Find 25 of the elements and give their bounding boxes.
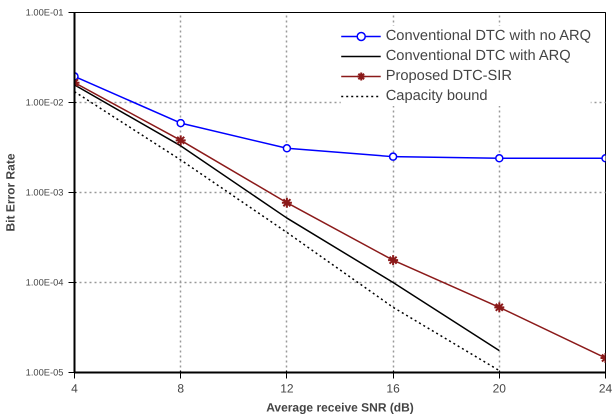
x-tick-label: 16: [386, 382, 400, 396]
legend-label: Conventional DTC with no ARQ: [386, 28, 591, 44]
y-tick-label: 1.00E-04: [26, 278, 64, 288]
x-axis-title: Average receive SNR (dB): [266, 400, 414, 414]
y-tick-label: 1.00E-01: [26, 8, 64, 18]
point: [176, 118, 185, 128]
legend-label: Conventional DTC with ARQ: [386, 48, 571, 64]
legend-label: Capacity bound: [386, 88, 488, 104]
point: [174, 134, 187, 146]
x-tick-label: 24: [598, 382, 612, 396]
y-axis-title: Bit Error Rate: [4, 153, 18, 232]
x-tick-label: 8: [177, 382, 184, 396]
y-tick-label: 1.00E-03: [26, 188, 64, 198]
x-tick-label: 20: [492, 382, 506, 396]
legend-label: Proposed DTC-SIR: [386, 68, 512, 84]
point: [493, 301, 506, 314]
point: [495, 154, 504, 163]
x-tick-label: 12: [280, 382, 294, 396]
point: [387, 254, 400, 266]
y-tick-label: 1.00E-02: [26, 98, 64, 108]
point: [388, 152, 398, 161]
point: [280, 196, 293, 209]
y-tick-label: 1.00E-05: [26, 368, 64, 378]
point: [282, 144, 292, 153]
x-tick-label: 4: [71, 382, 78, 396]
